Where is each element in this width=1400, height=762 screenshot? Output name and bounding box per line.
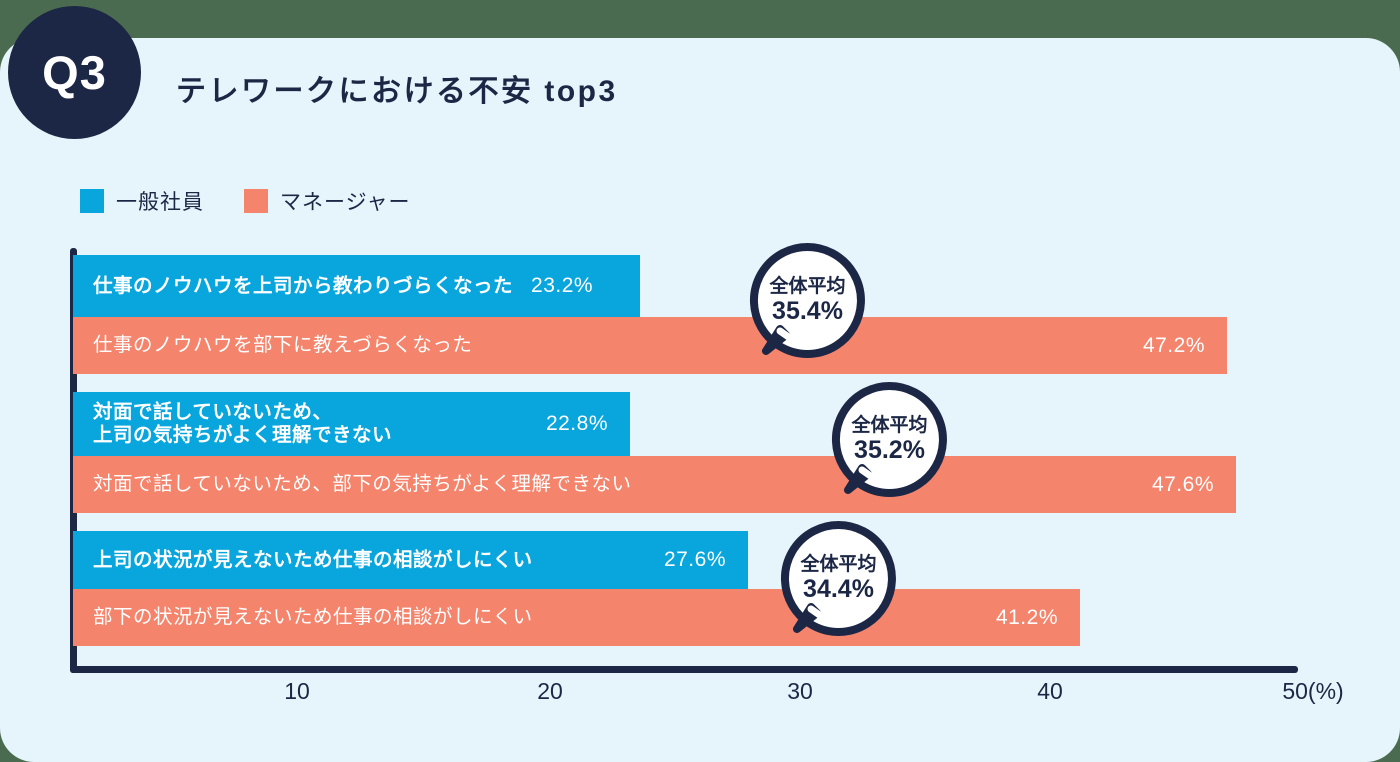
bar-label: 部下の状況が見えないため仕事の相談がしにくい (93, 606, 533, 628)
legend-swatch-manager (244, 189, 268, 213)
x-axis-line (70, 666, 1298, 673)
average-callout: 全体平均 35.2% (831, 382, 947, 497)
bar-label: 対面で話していないため、部下の気持ちがよく理解できない (93, 473, 632, 495)
bar-row[interactable]: 部下の状況が見えないため仕事の相談がしにくい 41.2% (73, 589, 1080, 646)
question-badge: Q3 (8, 6, 141, 139)
x-axis-tick: 50(%) (1282, 678, 1344, 704)
bar-label: 仕事のノウハウを部下に教えづらくなった (93, 334, 473, 356)
legend-swatch-employee (80, 189, 104, 213)
x-axis-tick: 10 (284, 678, 310, 704)
bar-value: 22.8% (545, 412, 608, 435)
x-axis-tick: 30 (787, 678, 813, 704)
bar-value: 27.6% (663, 548, 726, 571)
average-callout: 全体平均 34.4% (780, 521, 896, 636)
bar-value: 23.2% (531, 274, 594, 297)
bar-row[interactable]: 仕事のノウハウを部下に教えづらくなった 47.2% (73, 317, 1227, 374)
speech-bubble-icon (831, 382, 947, 497)
bar-row[interactable]: 対面で話していないため、 上司の気持ちがよく理解できない 22.8% (73, 392, 630, 456)
speech-bubble-icon (749, 243, 865, 358)
chart-legend: 一般社員 マネージャー (80, 186, 411, 216)
speech-bubble-icon (780, 521, 896, 636)
legend-label-manager: マネージャー (280, 191, 411, 214)
page-title: テレワークにおける不安 top3 (176, 75, 618, 108)
x-axis-tick: 40 (1037, 678, 1063, 704)
bar-label: 仕事のノウハウを上司から教わりづらくなった (93, 274, 514, 297)
legend-item-employee[interactable]: 一般社員 (80, 186, 204, 216)
average-callout: 全体平均 35.4% (749, 243, 865, 358)
bar-label: 対面で話していないため、 上司の気持ちがよく理解できない (93, 401, 393, 446)
bar-row[interactable]: 上司の状況が見えないため仕事の相談がしにくい 27.6% (73, 531, 748, 589)
x-axis-tick: 20 (537, 678, 563, 704)
bar-label: 上司の状況が見えないため仕事の相談がしにくい (93, 548, 533, 571)
question-badge-label: Q3 (42, 46, 107, 99)
bar-value: 41.2% (995, 605, 1058, 629)
legend-label-employee: 一般社員 (116, 191, 204, 214)
bar-row[interactable]: 対面で話していないため、部下の気持ちがよく理解できない 47.6% (73, 456, 1236, 513)
bar-value: 47.6% (1151, 472, 1214, 496)
bar-row[interactable]: 仕事のノウハウを上司から教わりづらくなった 23.2% (73, 255, 640, 317)
bar-value: 47.2% (1142, 333, 1205, 357)
legend-item-manager[interactable]: マネージャー (244, 186, 411, 216)
